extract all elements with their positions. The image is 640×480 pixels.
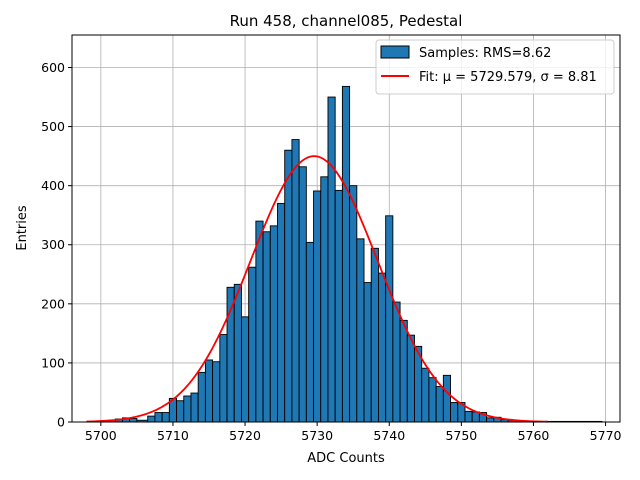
histogram-bar — [370, 247, 379, 423]
histogram-bar — [428, 377, 437, 423]
histogram-bar — [392, 301, 401, 423]
legend-label-samples: Samples: RMS=8.62 — [419, 46, 551, 61]
y-tick-label: 400 — [41, 178, 65, 193]
x-axis-label: ADC Counts — [307, 451, 385, 466]
gaussian-fit-curve — [86, 155, 548, 423]
histogram-bar — [284, 149, 293, 423]
x-tick-label: 5720 — [229, 428, 261, 443]
y-tick-label: 200 — [41, 296, 65, 311]
histogram-bar — [406, 334, 415, 423]
x-tick-label: 5760 — [518, 428, 550, 443]
histogram-bar — [176, 400, 185, 423]
histogram-bar — [486, 417, 495, 423]
chart-title: Run 458, channel085, Pedestal — [230, 12, 463, 30]
histogram-bar — [305, 241, 315, 423]
histogram-bar — [464, 410, 473, 423]
histogram-bar — [327, 96, 336, 423]
x-tick-label: 5770 — [590, 428, 622, 443]
histogram-bar — [277, 202, 286, 423]
histogram-bar — [240, 316, 250, 423]
histogram-bar — [320, 176, 329, 423]
histogram-bar — [385, 215, 394, 423]
x-tick-label: 5730 — [301, 428, 333, 443]
histogram-bar — [226, 286, 235, 423]
histogram-bar — [248, 266, 257, 423]
x-tick-label: 5750 — [445, 428, 477, 443]
histogram-bar — [147, 415, 156, 423]
histogram-bar — [219, 334, 228, 423]
y-axis-label: Entries — [15, 205, 30, 251]
x-tick-label: 5700 — [85, 428, 117, 443]
y-tick-label: 0 — [57, 415, 65, 430]
histogram-bar — [421, 367, 430, 423]
histogram-bar — [129, 418, 138, 423]
histogram-bar — [334, 189, 343, 423]
axis-ticks: 5700 5710 5720 5730 5740 5750 5760 5770 0 100 200 3… — [41, 60, 621, 443]
histogram-bar — [298, 166, 307, 423]
histogram-bar — [212, 361, 221, 423]
histogram-bar — [255, 220, 264, 423]
legend-swatch-samples — [380, 45, 410, 59]
fit-curve-layer — [86, 155, 548, 423]
histogram-bar — [377, 272, 387, 423]
histogram-bar — [291, 139, 300, 423]
histogram-bar — [363, 282, 372, 423]
histogram-bar — [349, 185, 358, 423]
legend-label-fit: Fit: μ = 5729.579, σ = 8.81 — [419, 70, 597, 85]
histogram-bar — [262, 231, 271, 423]
histogram-bar — [435, 386, 444, 423]
histogram-bar — [233, 283, 242, 423]
histogram-bar — [161, 412, 170, 423]
histogram-bar — [399, 319, 408, 423]
histogram-bar — [197, 371, 206, 423]
histogram-bar — [442, 374, 452, 423]
histogram-bar — [341, 85, 351, 423]
histogram-bar — [204, 359, 214, 423]
histogram-bar — [356, 238, 365, 423]
legend-box — [375, 39, 615, 95]
y-tick-label: 300 — [41, 237, 65, 252]
histogram-bar — [313, 190, 322, 423]
histogram-bar — [450, 402, 459, 423]
histogram-bar — [154, 412, 163, 423]
legend: Samples: RMS=8.62 Fit: μ = 5729.579, σ =… — [375, 39, 615, 95]
histogram-bar — [190, 392, 199, 423]
histogram-bar — [183, 395, 192, 423]
x-tick-label: 5740 — [373, 428, 405, 443]
y-tick-label: 600 — [41, 60, 65, 75]
x-tick-label: 5710 — [157, 428, 189, 443]
plot-frame — [71, 34, 621, 423]
y-tick-label: 500 — [41, 119, 65, 134]
histogram-bar — [269, 225, 278, 423]
y-tick-label: 100 — [41, 355, 65, 370]
